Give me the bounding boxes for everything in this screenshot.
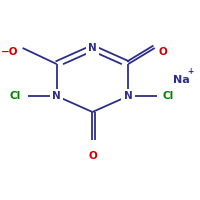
Text: O: O [88,151,97,161]
Text: N: N [124,91,133,101]
Text: O: O [158,47,167,57]
Text: +: + [187,68,194,76]
Text: Cl: Cl [162,91,174,101]
Text: N: N [88,43,97,53]
Text: −O: −O [1,47,19,57]
Text: Na: Na [173,75,190,85]
Text: N: N [52,91,61,101]
Text: Cl: Cl [9,91,21,101]
